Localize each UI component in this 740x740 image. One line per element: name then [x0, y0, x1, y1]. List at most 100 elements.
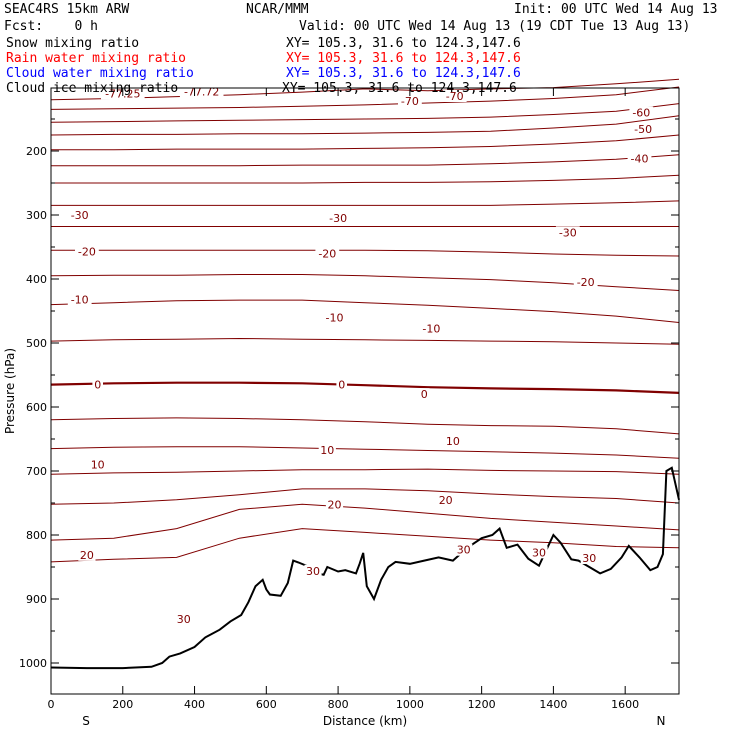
model-title: SEAC4RS 15km ARW [4, 2, 129, 17]
contour-label: -10 [422, 322, 440, 335]
contour-label: 20 [80, 549, 94, 562]
contour-label: 30 [306, 565, 320, 578]
isotherm-line [50, 381, 680, 394]
south-end-label: S [82, 714, 90, 728]
contour-label: -10 [326, 311, 344, 324]
contour-label-bg [530, 546, 548, 559]
y-tick-label: 500 [26, 337, 47, 350]
contour-label: 30 [177, 613, 191, 626]
y-tick-label: 400 [26, 273, 47, 286]
y-tick-label: 600 [26, 401, 47, 414]
contour-label-bg [322, 311, 347, 324]
contour-label-bg [67, 293, 92, 306]
x-tick-label: 1600 [611, 698, 639, 711]
contour-label-bg [92, 378, 103, 391]
contour-label: -70 [446, 90, 464, 103]
x-tick-label: 800 [328, 698, 349, 711]
contour-label: -30 [329, 212, 347, 225]
contour-label-bg [580, 552, 598, 564]
contour-label-bg [442, 90, 467, 102]
isotherm-line [51, 134, 680, 151]
isotherm-line [50, 446, 680, 459]
contour-label: -77.72 [184, 86, 219, 99]
contour-label-bg [67, 209, 92, 221]
contour-label-bg [78, 548, 96, 561]
contour-label-bg [419, 322, 444, 335]
isotherm-line [51, 174, 680, 184]
field-name-cloud-water: Cloud water mixing ratio [6, 66, 194, 81]
contour-label: -30 [71, 209, 89, 222]
valid-time: Valid: 00 UTC Wed 14 Aug 13 (19 CDT Tue … [299, 19, 690, 34]
field-xy-rain: XY= 105.3, 31.6 to 124.3,147.6 [286, 51, 521, 66]
axis-ticks: 0 200 400 600 800 1000 1200 1400 160020030040050… [19, 88, 679, 711]
y-axis-label: Pressure (hPa) [3, 348, 17, 434]
forecast-hour: Fcst: 0 h [4, 19, 98, 34]
isotherm-line [51, 200, 680, 206]
contour-label-bg [325, 498, 344, 511]
contour-label: 20 [328, 498, 342, 511]
contour-label: -40 [631, 153, 649, 166]
contour-label-bg [627, 152, 652, 165]
x-tick-label: 200 [112, 698, 133, 711]
field-xy-snow: XY= 105.3, 31.6 to 124.3,147.6 [286, 36, 521, 51]
isotherm-line [50, 488, 680, 505]
x-axis-label: Distance (km) [323, 714, 407, 728]
y-tick-label: 300 [26, 209, 47, 222]
north-end-label: N [657, 714, 666, 728]
contour-label-bg [455, 543, 473, 556]
isotherm-line [50, 115, 680, 136]
y-tick-label: 1000 [19, 657, 47, 670]
contour-label: 10 [320, 444, 334, 457]
contour-label: 30 [532, 546, 546, 559]
isotherm-line [50, 417, 680, 435]
contour-label: -20 [78, 246, 96, 259]
isotherm-line [50, 337, 680, 345]
isotherm-line [51, 154, 680, 167]
y-tick-label: 900 [26, 593, 47, 606]
field-name-snow: Snow mixing ratio [6, 36, 139, 51]
terrain-outline [50, 466, 680, 670]
contour-label: -20 [577, 276, 595, 289]
contour-label: 30 [582, 552, 596, 565]
center-title: NCAR/MMM [246, 2, 309, 17]
contour-label-bg [573, 276, 598, 289]
x-tick-label: 1000 [396, 698, 424, 711]
contour-label-bg [336, 378, 347, 391]
contour-label: 0 [94, 379, 101, 392]
contour-label: -30 [559, 226, 577, 239]
contour-label: 30 [457, 544, 471, 557]
contour-label-bg [629, 106, 654, 119]
contour-label: -50 [634, 123, 652, 136]
field-name-rain: Rain water mixing ratio [6, 51, 186, 66]
terrain-line [50, 466, 680, 670]
contour-label-bg [318, 443, 336, 456]
contour-label: 20 [439, 494, 453, 507]
x-tick-label: 1200 [468, 698, 496, 711]
contour-label: 0 [421, 388, 428, 401]
contour-label-bg [437, 493, 455, 506]
y-tick-label: 700 [26, 465, 47, 478]
contour-label-bg [315, 247, 340, 260]
contour-label-bg [75, 245, 99, 258]
y-tick-label: 200 [26, 145, 47, 158]
contour-label-bg [555, 226, 580, 239]
isotherm-contours [50, 78, 680, 563]
isotherm-line [50, 78, 680, 101]
contour-label: -60 [632, 107, 650, 120]
contour-label: -10 [71, 294, 89, 307]
contour-label-bg [304, 564, 322, 577]
init-time: Init: 00 UTC Wed 14 Aug 13 [514, 2, 718, 17]
y-tick-label: 800 [26, 529, 47, 542]
contour-label-bg [326, 212, 350, 225]
contour-label-bg [444, 434, 462, 447]
x-tick-label: 400 [184, 698, 205, 711]
x-tick-label: 600 [256, 698, 277, 711]
isotherm-line [51, 249, 680, 257]
contour-label-bg [631, 123, 655, 136]
contour-label: 10 [91, 459, 105, 472]
field-xy-cloud-water: XY= 105.3, 31.6 to 124.3,147.6 [286, 66, 521, 81]
x-tick-label: 1400 [539, 698, 567, 711]
contour-label: 0 [338, 379, 345, 392]
contour-label-bg [418, 388, 430, 401]
